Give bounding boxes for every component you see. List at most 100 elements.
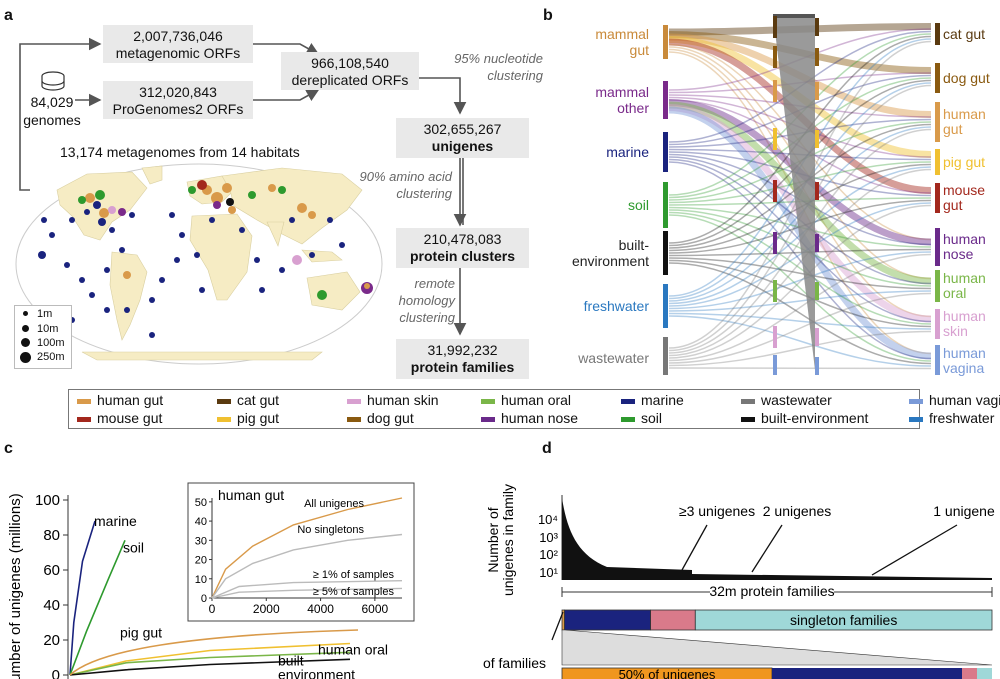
panel-letter-b: b (543, 7, 553, 24)
sankey-right-label-line: mouse (943, 182, 986, 198)
c-ytick-label: 40 (43, 597, 60, 614)
sankey-right-node-human_gut (935, 102, 940, 142)
sankey-middle-node (815, 182, 819, 200)
legend-label: cat gut (237, 392, 280, 408)
d-projection-wedge (561, 629, 993, 666)
legend-swatch (481, 416, 495, 422)
aa-clustering-line2: clustering (396, 186, 452, 201)
d-annot-two: 2 unigenes (763, 503, 832, 519)
sankey-right-label-line: gut (943, 197, 963, 213)
legend-label: marine (641, 392, 684, 408)
nt-clustering-note: 95% nucleotide clustering (425, 50, 543, 84)
sankey-left-label-wastewater: wastewater (555, 350, 649, 366)
c-inset-ytick-label: 10 (195, 574, 207, 586)
d-distribution (562, 498, 992, 580)
sankey-left-label-line: freshwater (583, 298, 649, 314)
c-ytick-label: 100 (35, 492, 60, 509)
genomes-count: 84,029 (30, 94, 74, 110)
d-xaxis-label-bg (710, 582, 834, 600)
sample-points (38, 180, 373, 338)
progenomes-label: ProGenomes2 ORFs (112, 101, 244, 117)
remote-line1: remote (414, 276, 455, 291)
d-annot-arrow-one (871, 524, 958, 576)
legend-label: wastewater (761, 392, 832, 408)
c-inset-xtick-label: 4000 (307, 602, 334, 616)
c-ylabel: umber of unigenes (millions) (7, 493, 24, 679)
legend-item-human_oral: human oral (481, 392, 571, 408)
legend-label: human oral (501, 392, 572, 408)
legend-label: human vagina (929, 392, 1000, 408)
c-inset-ytick-label: 30 (195, 535, 207, 547)
legend-swatch (621, 398, 635, 404)
c-inset-ytick-label: 0 (201, 593, 207, 605)
c-inset-series-all-unigenes (211, 497, 403, 599)
c-inset-ytick-label: 50 (195, 497, 207, 509)
c-inset-series-label: ≥ 5% of samples (313, 586, 395, 598)
c-ytick-label: 80 (43, 527, 60, 544)
c-inset-xtick-label: 0 (209, 602, 216, 616)
sankey-left-node-built_environment (663, 231, 668, 275)
sankey-left-node-freshwater (663, 284, 668, 328)
sankey-right-label-line: pig gut (943, 153, 986, 170)
legend-label: pig gut (237, 410, 280, 426)
sankey-flow-built_environment-to-human_vagina (668, 262, 932, 365)
size-legend-1m: 1m (37, 308, 53, 320)
sankey-flow-built_environment-to-human_skin (668, 259, 932, 328)
c-inset-ytick-label: 40 (195, 516, 207, 528)
legend-swatch (741, 398, 755, 404)
sankey-middle-node (815, 130, 819, 148)
sankey-left-label-line: built- (618, 237, 649, 253)
sankey-right-label-line: human (943, 345, 986, 361)
legend-label: soil (641, 410, 663, 426)
dereplicated-label: dereplicated ORFs (291, 72, 409, 88)
c-inset-title: human gut (218, 487, 284, 503)
sankey-left-label-line: other (617, 100, 649, 116)
sankey-right-label-human_nose: human nose (943, 232, 986, 262)
remote-line3: clustering (399, 310, 455, 325)
sankey-left-label-line: marine (606, 144, 649, 160)
database-icon (41, 71, 65, 91)
c-ytick-label: 20 (43, 632, 60, 649)
sankey-flow-freshwater-to-human_oral (668, 290, 932, 312)
sankey-middle-node (773, 16, 777, 38)
dereplicated-box: 966,108,540 dereplicated ORFs (281, 52, 419, 90)
legend-item-freshwater: freshwater (909, 410, 994, 426)
sankey-flow-freshwater-to-human_nose (668, 251, 932, 310)
c-inset-frame (187, 482, 415, 622)
sankey-left-node-marine (663, 132, 668, 172)
d-ytick-label: 10¹ (539, 565, 558, 580)
aa-clustering-note: 90% amino acid clustering (330, 168, 453, 202)
sankey-right-label-line: human (943, 270, 986, 286)
c-series-label-marine: marine (94, 513, 137, 529)
sankey-right-label-line: human (943, 106, 986, 122)
legend-swatch (741, 416, 755, 422)
sankey-middle-node (815, 18, 819, 36)
sankey-middle-node (773, 128, 777, 150)
panel-c-chart: umber of unigenes (millions) 020406080100… (7, 482, 415, 679)
c-inset-series-label: ≥ 1% of samples (313, 569, 395, 581)
legend-swatch (347, 398, 361, 404)
size-legend: 1m 10m 100m 250m (14, 305, 72, 369)
legend-swatch (77, 398, 91, 404)
sankey-right-label-line: cat gut (943, 25, 986, 42)
sankey-flow-wastewater-to-mouse_gut (668, 204, 932, 359)
protein-clusters-label: protein clusters (409, 248, 516, 264)
remote-homology-note: remote homology clustering (380, 275, 455, 326)
d-lower-bar-navy (772, 668, 962, 679)
sankey-middle-node (815, 357, 819, 375)
sankey-flow-wastewater-to-human_oral (668, 292, 932, 364)
sankey-middle-node (773, 180, 777, 202)
sankey-left-label-built_environment: built-environment (555, 237, 649, 269)
c-series-pig-gut (69, 642, 351, 676)
sankey-right-label-human_oral: human oral (943, 271, 986, 301)
aa-clustering-line1: 90% amino acid (359, 169, 453, 184)
sankey-flow-wastewater-to-human_skin (668, 330, 932, 367)
sankey-left-node-mammal_gut (663, 25, 668, 59)
sankey-flow-built_environment-to-human_oral (668, 257, 932, 290)
sankey-right-label-dog_gut: dog gut (943, 70, 990, 86)
metagenomic-orfs-box: 2,007,736,046 metagenomic ORFs (103, 25, 253, 63)
sankey-left-label-freshwater: freshwater (555, 298, 649, 314)
sankey-flow-built_environment-to-human_nose (668, 248, 932, 257)
sankey-right-node-human_vagina (935, 345, 940, 375)
sankey-flow-wastewater-to-human_nose (668, 253, 932, 362)
